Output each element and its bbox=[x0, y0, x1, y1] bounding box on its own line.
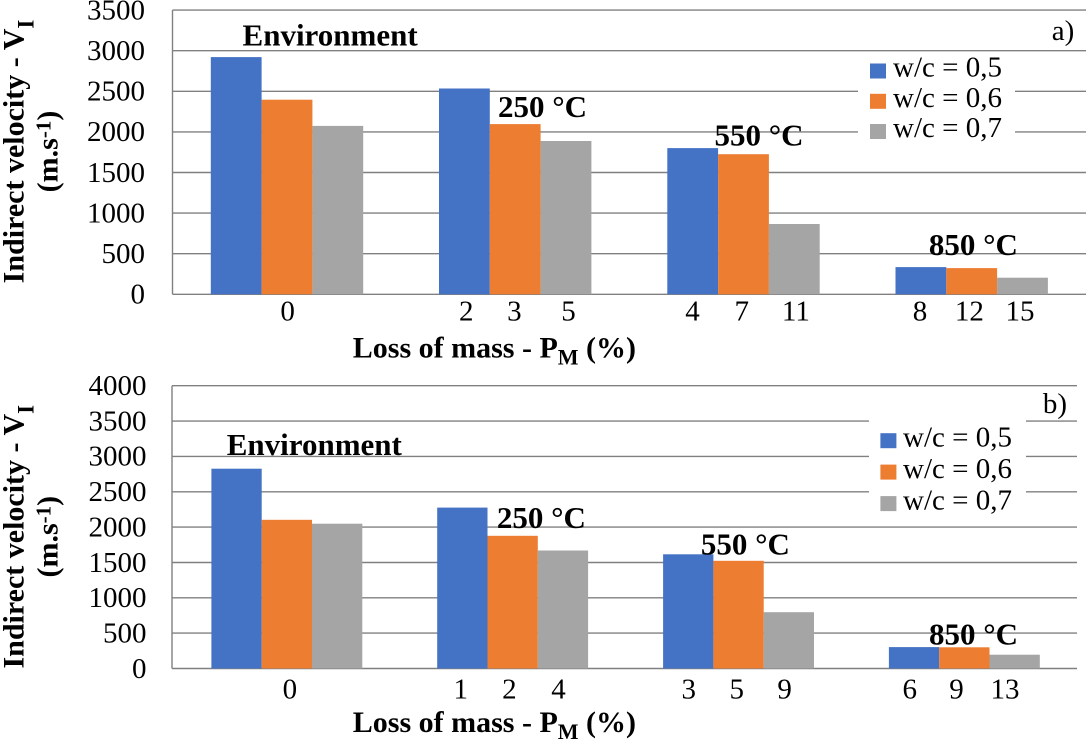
svg-text:1: 1 bbox=[454, 673, 469, 705]
svg-text:3000: 3000 bbox=[89, 441, 147, 473]
svg-text:500: 500 bbox=[102, 238, 146, 270]
svg-text:1500: 1500 bbox=[89, 547, 147, 579]
svg-text:0: 0 bbox=[132, 653, 147, 685]
svg-text:7: 7 bbox=[734, 295, 749, 327]
svg-text:0: 0 bbox=[131, 279, 146, 311]
svg-text:5: 5 bbox=[561, 295, 576, 327]
svg-text:w/c = 0,5: w/c = 0,5 bbox=[903, 421, 1012, 453]
svg-text:2500: 2500 bbox=[89, 476, 147, 508]
svg-text:2: 2 bbox=[502, 673, 517, 705]
svg-text:w/c = 0,5: w/c = 0,5 bbox=[893, 52, 1002, 84]
svg-text:6: 6 bbox=[903, 673, 918, 705]
svg-text:2500: 2500 bbox=[87, 76, 145, 108]
svg-text:2: 2 bbox=[459, 295, 474, 327]
svg-text:15: 15 bbox=[1006, 295, 1035, 327]
svg-text:Environment: Environment bbox=[243, 17, 419, 52]
svg-text:3500: 3500 bbox=[89, 405, 147, 437]
svg-text:3000: 3000 bbox=[87, 35, 145, 67]
svg-text:250 °C: 250 °C bbox=[497, 500, 586, 535]
svg-text:550 °C: 550 °C bbox=[714, 117, 803, 152]
svg-text:2000: 2000 bbox=[89, 511, 147, 543]
svg-text:12: 12 bbox=[955, 295, 984, 327]
svg-text:11: 11 bbox=[782, 295, 810, 327]
svg-text:9: 9 bbox=[949, 673, 964, 705]
svg-text:Loss of mass - PM (%): Loss of mass - PM (%) bbox=[353, 706, 636, 741]
svg-text:w/c = 0,7: w/c = 0,7 bbox=[903, 484, 1012, 516]
svg-text:1500: 1500 bbox=[87, 157, 145, 189]
svg-text:Environment: Environment bbox=[227, 427, 403, 462]
svg-text:1000: 1000 bbox=[89, 582, 147, 614]
svg-text:500: 500 bbox=[103, 617, 147, 649]
svg-text:3500: 3500 bbox=[87, 0, 145, 26]
svg-text:550 °C: 550 °C bbox=[701, 527, 790, 562]
svg-text:2000: 2000 bbox=[87, 116, 145, 148]
svg-text:5: 5 bbox=[729, 673, 744, 705]
svg-text:850 °C: 850 °C bbox=[929, 617, 1018, 652]
svg-text:b): b) bbox=[1043, 388, 1067, 420]
svg-text:4000: 4000 bbox=[89, 370, 147, 402]
svg-text:250 °C: 250 °C bbox=[498, 89, 587, 124]
svg-text:w/c = 0,6: w/c = 0,6 bbox=[893, 82, 1002, 114]
svg-text:1000: 1000 bbox=[87, 197, 145, 229]
svg-text:0: 0 bbox=[280, 295, 295, 327]
svg-text:w/c = 0,6: w/c = 0,6 bbox=[903, 453, 1012, 485]
svg-text:w/c = 0,7: w/c = 0,7 bbox=[893, 112, 1002, 144]
svg-text:3: 3 bbox=[682, 673, 697, 705]
svg-text:13: 13 bbox=[991, 673, 1020, 705]
svg-text:0: 0 bbox=[283, 673, 298, 705]
svg-text:3: 3 bbox=[507, 295, 522, 327]
svg-text:4: 4 bbox=[551, 673, 566, 705]
svg-text:a): a) bbox=[1052, 15, 1075, 47]
svg-text:Loss of mass - PM (%): Loss of mass - PM (%) bbox=[353, 332, 636, 370]
svg-text:850 °C: 850 °C bbox=[929, 227, 1018, 262]
svg-text:4: 4 bbox=[685, 295, 700, 327]
svg-text:9: 9 bbox=[777, 673, 792, 705]
svg-text:8: 8 bbox=[913, 295, 928, 327]
